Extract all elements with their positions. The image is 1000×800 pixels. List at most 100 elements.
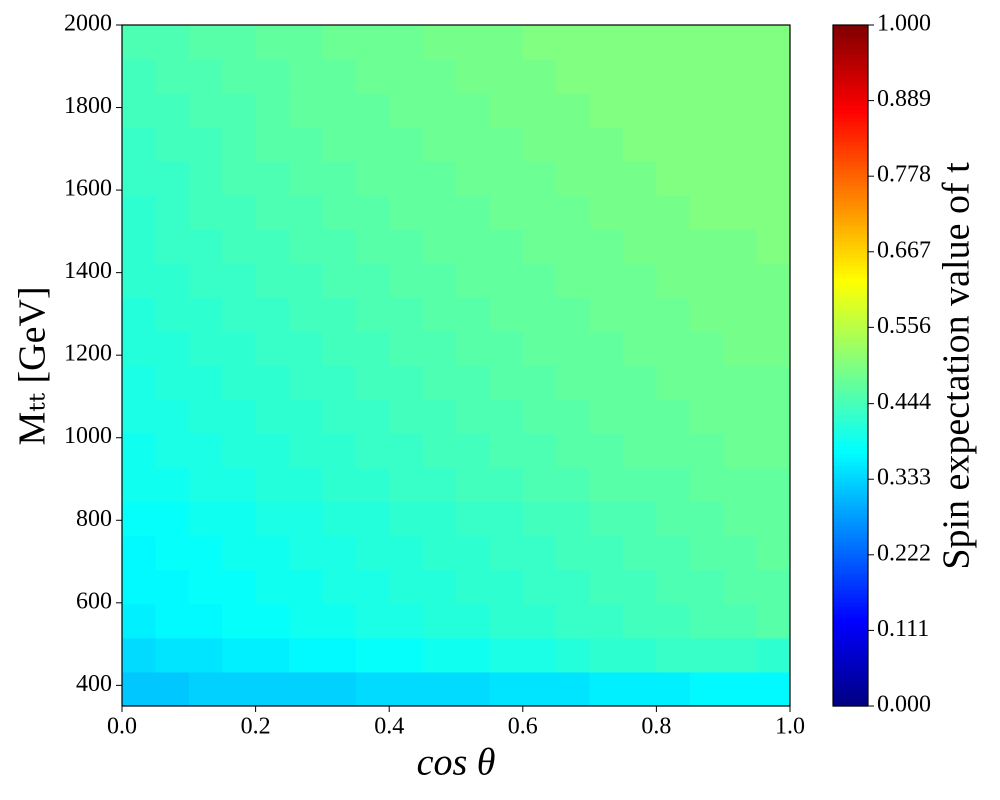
heatmap-cell <box>489 671 524 707</box>
heatmap-cell <box>389 297 424 332</box>
colorbar-swatch <box>833 577 868 583</box>
colorbar-swatch <box>833 117 868 122</box>
colorbar-swatch <box>833 113 868 118</box>
heatmap-cell <box>756 501 791 537</box>
colorbar-swatch <box>833 617 868 623</box>
colorbar-swatch <box>833 669 868 675</box>
heatmap-cell <box>689 535 724 571</box>
colorbar-swatch <box>833 689 868 695</box>
heatmap-cell <box>222 195 257 230</box>
heatmap-cell <box>689 399 724 435</box>
heatmap-cell <box>289 195 323 230</box>
x-tick-label: 0.0 <box>107 714 137 740</box>
heatmap-cell <box>355 467 390 503</box>
colorbar-swatch <box>833 493 868 499</box>
colorbar-swatch <box>833 269 868 274</box>
heatmap-cell <box>456 195 490 230</box>
heatmap-cell <box>155 25 190 60</box>
heatmap-cell <box>222 59 257 94</box>
colorbar-swatch <box>833 433 868 439</box>
colorbar-swatch <box>833 241 868 246</box>
colorbar-swatch <box>833 445 868 451</box>
heatmap-cell <box>155 569 190 605</box>
colorbar-swatch <box>833 245 868 250</box>
heatmap-cell <box>456 399 490 435</box>
colorbar-swatch <box>833 141 868 146</box>
heatmap-cell <box>456 297 490 332</box>
colorbar-swatch <box>833 93 868 98</box>
colorbar-swatch <box>833 685 868 691</box>
heatmap-cell <box>723 127 758 162</box>
colorbar-swatch <box>833 349 868 355</box>
heatmap-cell <box>689 195 724 230</box>
colorbar-swatch <box>833 329 868 335</box>
heatmap-cell <box>623 365 657 401</box>
colorbar-swatch <box>833 605 868 611</box>
heatmap-cell <box>556 263 591 298</box>
colorbar-tick-label: 0.444 <box>877 389 931 415</box>
colorbar-swatch <box>833 661 868 667</box>
heatmap-cell <box>222 365 257 401</box>
heatmap-cell <box>255 433 290 469</box>
heatmap-cell <box>623 127 657 162</box>
heatmap-cell <box>155 365 190 401</box>
heatmap-cell <box>489 25 524 60</box>
heatmap-cell <box>522 433 557 469</box>
heatmap-cell <box>122 297 156 332</box>
heatmap-cell <box>456 433 490 469</box>
heatmap-cell <box>623 263 657 298</box>
heatmap-cell <box>255 569 290 605</box>
heatmap-cell <box>489 501 524 537</box>
heatmap-cell <box>255 399 290 435</box>
colorbar-swatch <box>833 25 868 30</box>
colorbar-tick-label: 0.778 <box>877 162 931 188</box>
heatmap-cell <box>589 365 624 401</box>
heatmap-cell <box>422 59 457 94</box>
heatmap-cell <box>322 569 357 605</box>
heatmap-cell <box>723 263 758 298</box>
heatmap-cell <box>756 195 791 230</box>
heatmap-cell <box>188 59 223 94</box>
colorbar-swatch <box>833 229 868 234</box>
heatmap-cell <box>723 535 758 571</box>
heatmap-cell <box>623 433 657 469</box>
heatmap-cell <box>656 263 691 298</box>
heatmap-cell <box>289 569 323 605</box>
colorbar-swatch <box>833 77 868 82</box>
heatmap-cell <box>623 229 657 264</box>
heatmap-cell <box>522 161 557 196</box>
heatmap-cell <box>723 229 758 264</box>
heatmap-cell <box>322 501 357 537</box>
heatmap-cell <box>489 637 524 673</box>
heatmap-cell <box>756 263 791 298</box>
heatmap-cell <box>623 93 657 128</box>
heatmap-cell <box>222 229 257 264</box>
heatmap-cell <box>623 501 657 537</box>
colorbar-swatch <box>833 529 868 535</box>
colorbar-swatch <box>833 253 868 258</box>
heatmap-cell <box>756 331 791 366</box>
heatmap-cell <box>522 637 557 673</box>
heatmap-cell <box>589 161 624 196</box>
colorbar-swatch <box>833 633 868 639</box>
colorbar-swatch <box>833 461 868 467</box>
heatmap-cell <box>322 331 357 366</box>
heatmap-cell <box>188 637 223 673</box>
colorbar-swatch <box>833 181 868 186</box>
colorbar-swatch <box>833 73 868 78</box>
colorbar-swatch <box>833 425 868 431</box>
heatmap-cell <box>155 501 190 537</box>
heatmap-cell <box>389 25 424 60</box>
heatmap-cell <box>723 569 758 605</box>
heatmap-cell <box>756 569 791 605</box>
heatmap-cell <box>322 161 357 196</box>
colorbar-swatch <box>833 149 868 154</box>
heatmap-cell <box>522 59 557 94</box>
heatmap-cell <box>422 501 457 537</box>
colorbar-swatch <box>833 129 868 134</box>
heatmap-cell <box>389 603 424 639</box>
y-tick-label: 1600 <box>64 176 112 202</box>
heatmap-cell <box>556 25 591 60</box>
heatmap-cell <box>289 637 323 673</box>
heatmap-cell <box>155 297 190 332</box>
